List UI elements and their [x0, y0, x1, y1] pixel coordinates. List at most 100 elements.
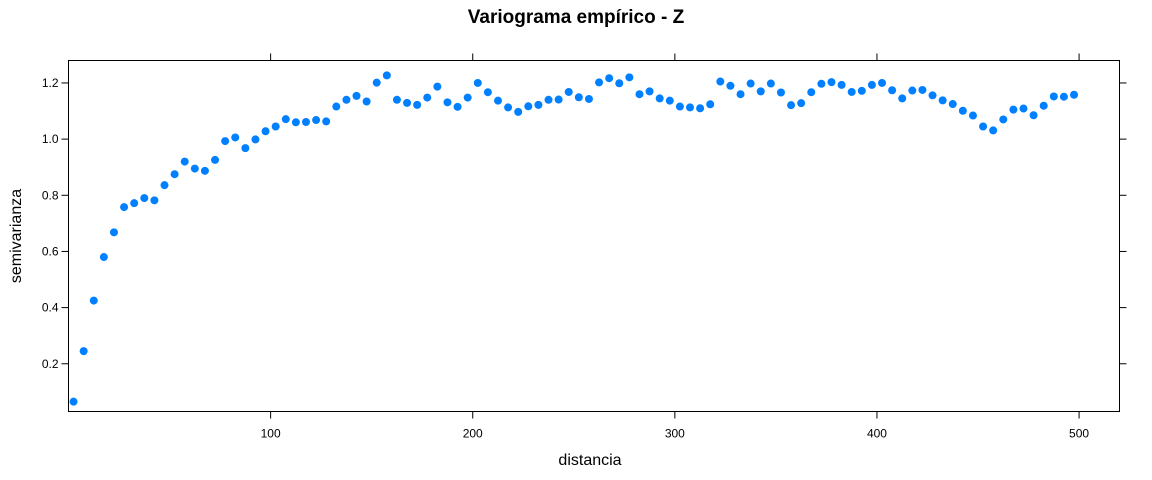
y-tick-label-5: 1.2 — [42, 76, 59, 90]
data-point-54 — [615, 79, 624, 88]
data-point-83 — [908, 86, 917, 95]
data-point-59 — [665, 96, 674, 105]
data-point-45 — [524, 102, 533, 111]
data-point-42 — [493, 96, 502, 105]
x-axis-label: distancia — [558, 452, 621, 469]
data-point-2 — [89, 296, 98, 305]
data-point-15 — [221, 137, 230, 146]
data-point-11 — [180, 157, 189, 166]
data-point-20 — [271, 122, 280, 131]
data-point-6 — [130, 199, 139, 208]
data-point-30 — [372, 78, 381, 87]
data-point-49 — [564, 87, 573, 96]
data-point-36 — [433, 82, 442, 91]
data-point-61 — [686, 103, 695, 112]
axis-ticks — [61, 53, 1127, 419]
data-point-64 — [716, 77, 725, 86]
data-point-16 — [231, 133, 240, 142]
data-point-69 — [766, 79, 775, 88]
data-point-33 — [403, 98, 412, 107]
data-point-32 — [392, 95, 401, 104]
data-point-85 — [928, 91, 937, 100]
data-point-51 — [584, 94, 593, 103]
data-point-40 — [473, 78, 482, 87]
data-point-17 — [241, 144, 250, 153]
data-point-19 — [261, 127, 270, 136]
data-point-1 — [79, 347, 88, 356]
data-point-74 — [817, 79, 826, 88]
data-point-50 — [574, 93, 583, 102]
data-point-95 — [1029, 111, 1038, 120]
data-point-90 — [979, 122, 988, 131]
y-tick-label-2: 0.6 — [42, 244, 59, 258]
data-point-99 — [1070, 90, 1079, 99]
data-point-66 — [736, 90, 745, 99]
data-point-56 — [635, 90, 644, 99]
data-point-76 — [837, 80, 846, 89]
axis-tick-labels: 100 200 300 400 500 0.2 0.4 0.6 0.8 1.0 1.2 — [42, 76, 1090, 441]
data-point-92 — [999, 115, 1008, 124]
data-point-35 — [423, 93, 432, 102]
y-axis-label: semivarianza — [8, 189, 25, 283]
data-point-39 — [463, 93, 472, 102]
data-point-4 — [109, 228, 118, 237]
data-point-87 — [948, 100, 957, 109]
data-point-98 — [1059, 92, 1068, 101]
data-point-82 — [898, 94, 907, 103]
data-point-21 — [281, 115, 290, 124]
y-tick-label-0: 0.2 — [42, 357, 59, 371]
data-point-89 — [968, 111, 977, 120]
data-point-93 — [1009, 105, 1018, 114]
x-tick-label-1: 200 — [463, 427, 483, 441]
data-point-72 — [797, 99, 806, 108]
data-point-81 — [888, 86, 897, 95]
data-point-58 — [655, 94, 664, 103]
data-point-91 — [989, 126, 998, 135]
data-point-34 — [413, 100, 422, 109]
data-point-65 — [726, 81, 735, 90]
data-point-29 — [362, 97, 371, 106]
chart-title: Variograma empírico - Z — [468, 7, 685, 28]
data-point-60 — [675, 102, 684, 111]
data-point-67 — [746, 79, 755, 88]
data-point-7 — [140, 194, 149, 203]
data-point-48 — [554, 95, 563, 104]
data-point-18 — [251, 135, 260, 144]
data-point-68 — [756, 87, 765, 96]
data-point-31 — [382, 71, 391, 80]
data-point-3 — [99, 253, 108, 262]
y-tick-label-1: 0.4 — [42, 301, 59, 315]
data-point-23 — [301, 117, 310, 126]
y-tick-label-4: 1.0 — [42, 132, 59, 146]
data-point-27 — [342, 95, 351, 104]
data-point-96 — [1039, 101, 1048, 110]
data-point-0 — [69, 397, 78, 406]
x-tick-label-4: 500 — [1069, 427, 1089, 441]
x-tick-label-2: 300 — [665, 427, 685, 441]
data-point-22 — [291, 118, 300, 127]
data-point-47 — [544, 95, 553, 104]
data-point-73 — [807, 88, 816, 97]
data-point-63 — [706, 100, 715, 109]
data-point-8 — [150, 196, 159, 205]
data-point-94 — [1019, 104, 1028, 113]
data-point-38 — [453, 102, 462, 111]
data-point-55 — [625, 73, 634, 82]
data-point-25 — [322, 117, 331, 126]
data-point-75 — [827, 78, 836, 87]
data-point-37 — [443, 98, 452, 107]
data-point-57 — [645, 87, 654, 96]
y-tick-label-3: 0.8 — [42, 188, 59, 202]
data-point-78 — [857, 86, 866, 95]
data-point-88 — [958, 106, 967, 115]
data-point-41 — [483, 88, 492, 97]
data-point-14 — [211, 155, 220, 164]
data-point-97 — [1049, 92, 1058, 101]
data-point-43 — [504, 103, 513, 112]
data-point-10 — [170, 170, 179, 179]
data-point-13 — [200, 166, 209, 175]
data-point-70 — [776, 88, 785, 97]
data-point-52 — [595, 78, 604, 87]
data-point-5 — [120, 203, 129, 212]
